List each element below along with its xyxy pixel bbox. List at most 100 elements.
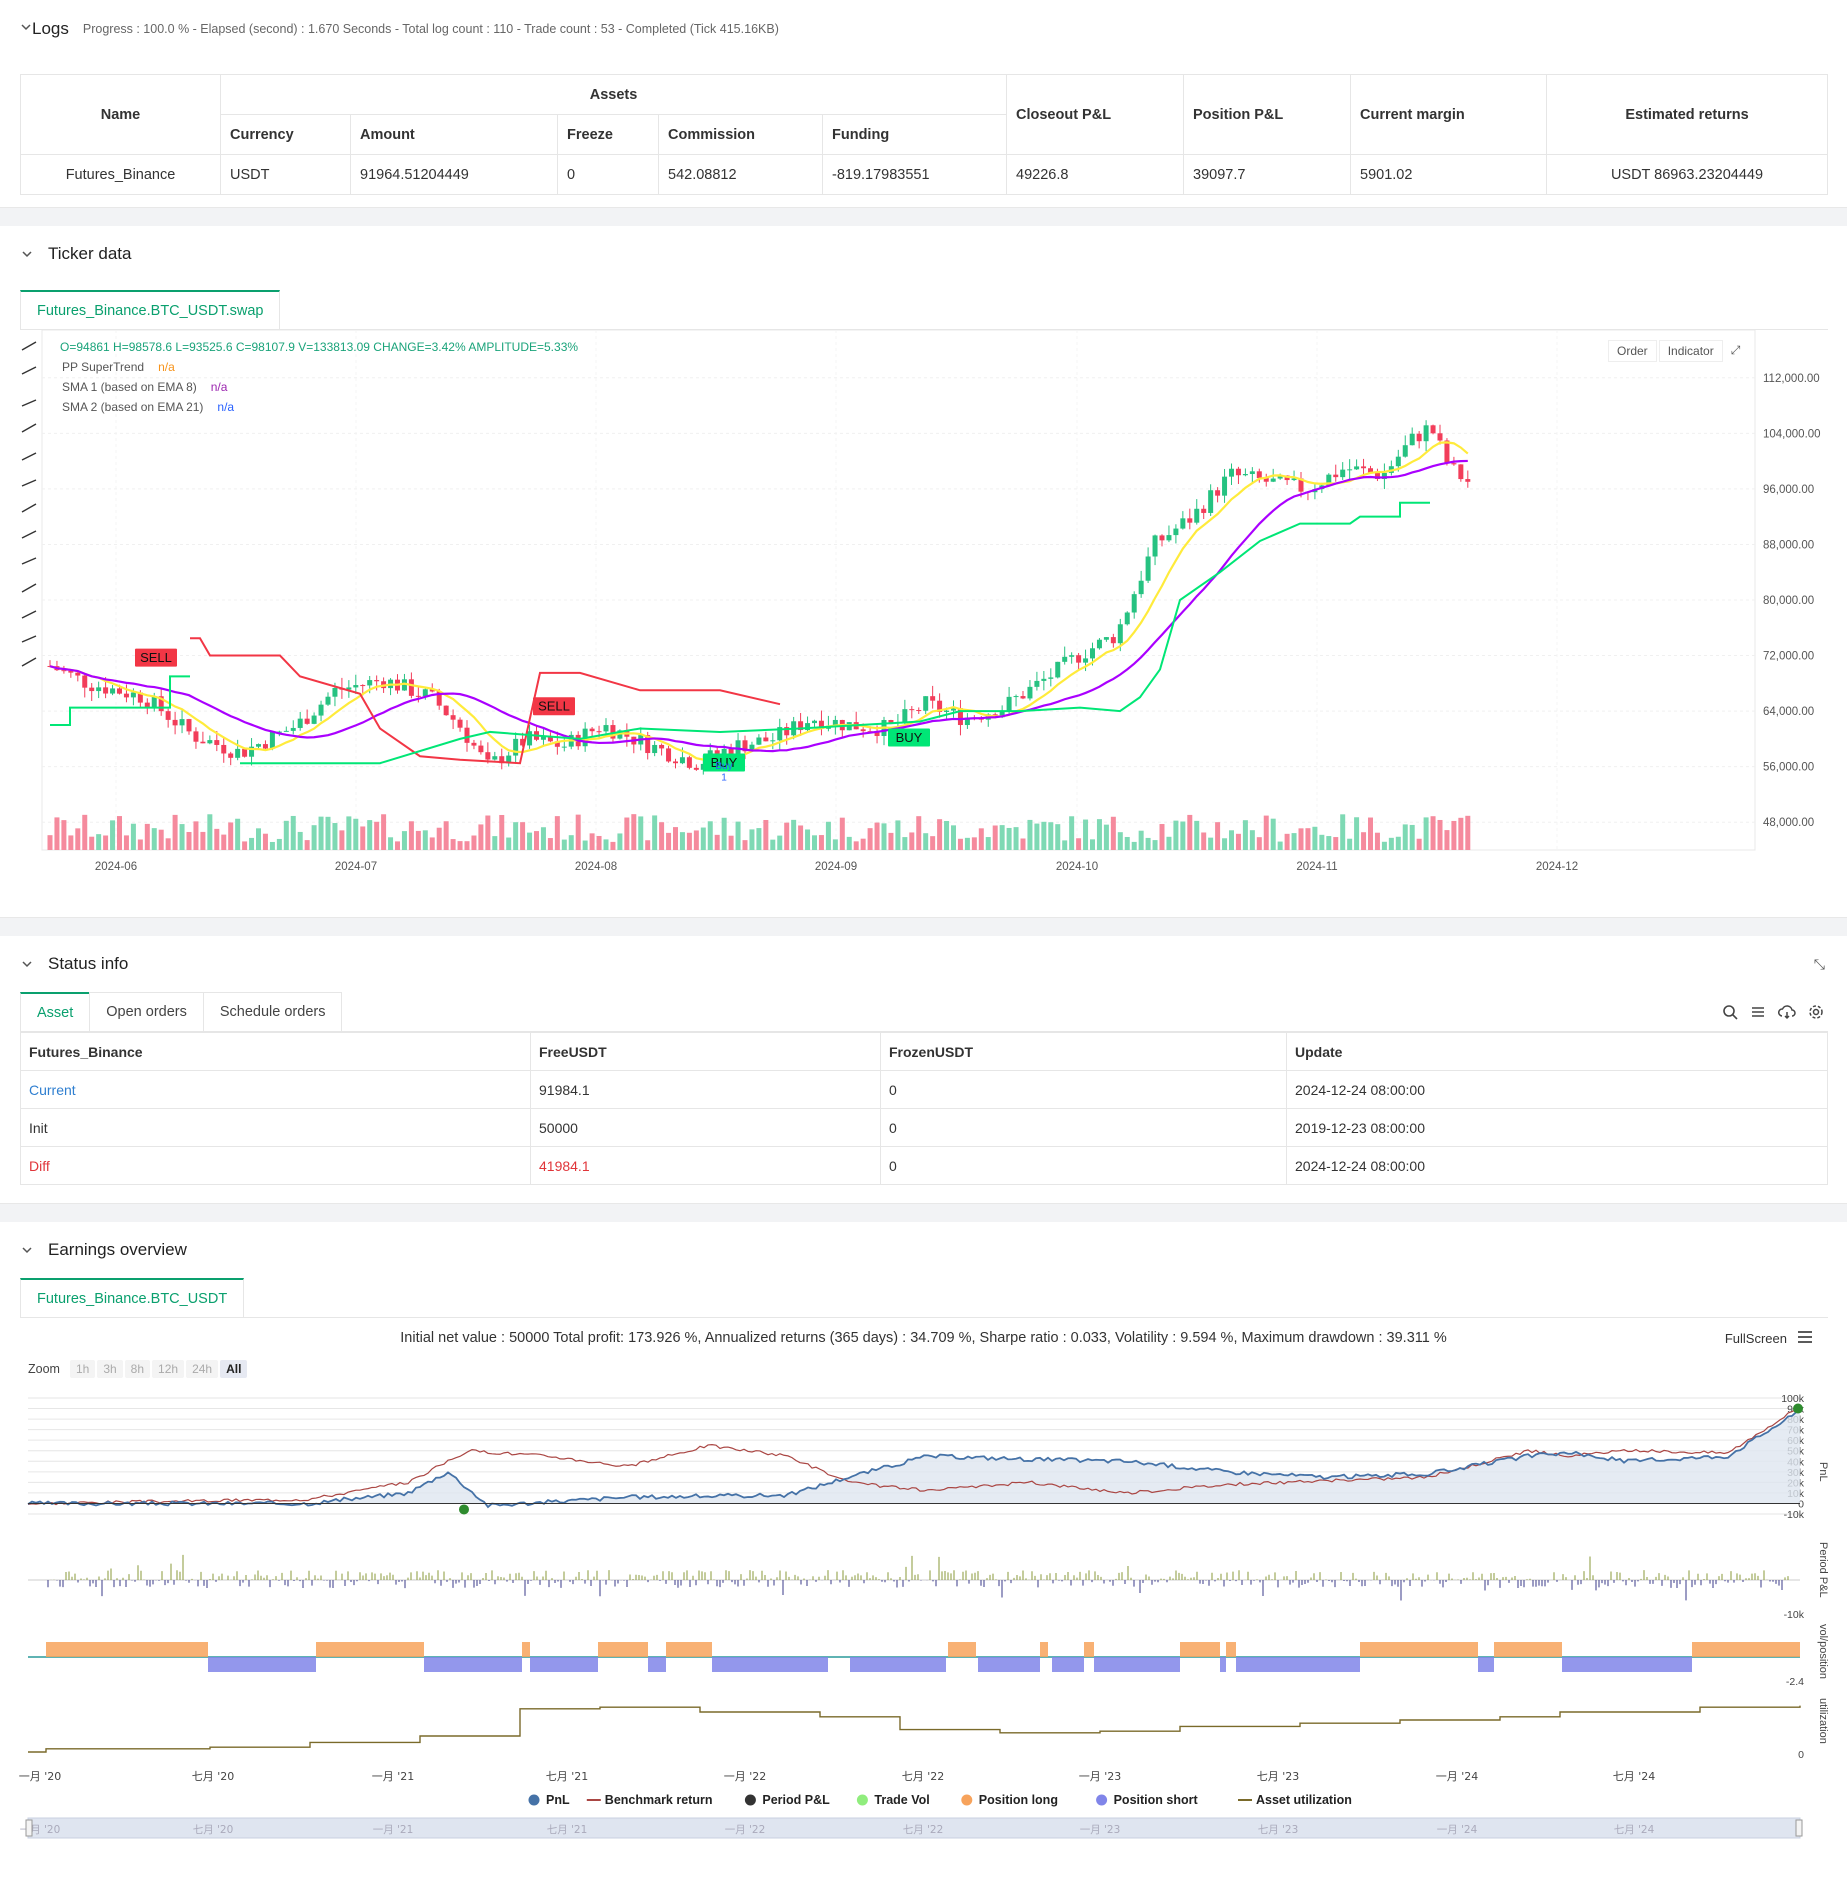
volume-bar xyxy=(1256,837,1262,850)
tab-ticker-symbol[interactable]: Futures_Binance.BTC_USDT.swap xyxy=(20,290,281,329)
row-label-current[interactable]: Current xyxy=(20,1070,531,1109)
candle-body xyxy=(1229,468,1234,477)
panel-label: Period P&L xyxy=(1817,1542,1829,1598)
candle-body xyxy=(603,725,609,732)
volume-bar xyxy=(1069,816,1075,850)
candle-body xyxy=(1326,474,1332,486)
volume-bar xyxy=(297,831,303,850)
zoom-3h[interactable]: 3h xyxy=(97,1360,123,1378)
chevron-down-icon[interactable] xyxy=(20,1243,34,1257)
candle-body xyxy=(123,693,129,698)
chevron-down-icon[interactable] xyxy=(20,247,34,261)
candle-body xyxy=(1117,624,1123,644)
cell-amount: 91964.51204449 xyxy=(350,154,558,195)
candle-body xyxy=(193,731,199,742)
volume-bar xyxy=(1096,819,1102,850)
candle-body xyxy=(1006,696,1012,711)
expand-icon[interactable]: ⤢ xyxy=(1730,343,1741,357)
volume-bar xyxy=(276,838,282,850)
volume-bar xyxy=(805,829,811,850)
volume-bar xyxy=(96,834,102,850)
col-assets: Assets xyxy=(220,74,1007,115)
tab-open-orders[interactable]: Open orders xyxy=(89,992,204,1031)
candle-body xyxy=(1013,696,1019,698)
ticker-chart-area[interactable]: 112,000.00 104,000.00 96,000.00 88,000.00 80… xyxy=(20,329,1828,910)
indicator-button[interactable]: Indicator xyxy=(1658,340,1723,362)
volume-bar xyxy=(798,825,804,850)
ticker-header[interactable]: Ticker data xyxy=(0,226,1847,282)
volume-bar xyxy=(401,831,407,850)
menu-icon[interactable] xyxy=(1750,1004,1766,1020)
x-tick-label: 一月 '23 xyxy=(1079,1770,1122,1783)
tab-schedule-orders[interactable]: Schedule orders xyxy=(202,992,343,1031)
zoom-1h[interactable]: 1h xyxy=(69,1360,96,1378)
zoom-8h[interactable]: 8h xyxy=(124,1360,151,1378)
cell-funding: -819.17983551 xyxy=(822,154,1007,195)
fullscreen-button[interactable]: FullScreen xyxy=(1724,1331,1787,1346)
status-header[interactable]: Status info ⤡ xyxy=(0,936,1847,992)
candle-body xyxy=(269,731,275,749)
candle-body xyxy=(944,710,950,712)
fullscreen-control[interactable]: FullScreen xyxy=(1725,1330,1813,1347)
candle-body xyxy=(721,748,727,755)
tab-asset[interactable]: Asset xyxy=(20,992,91,1031)
candle-body xyxy=(527,731,533,746)
zoom-24h[interactable]: 24h xyxy=(186,1360,219,1378)
tab-earnings-symbol[interactable]: Futures_Binance.BTC_USDT xyxy=(20,1278,245,1317)
zoom-all[interactable]: All xyxy=(220,1360,248,1378)
volume-bar xyxy=(256,828,261,850)
gear-icon[interactable] xyxy=(1808,1004,1824,1020)
volume-bar xyxy=(839,817,845,850)
volume-bar xyxy=(207,814,213,850)
chevron-down-icon[interactable] xyxy=(20,20,32,38)
volume-bar xyxy=(1180,821,1186,850)
col-funding: Funding xyxy=(822,114,1007,155)
candle-body xyxy=(770,740,776,742)
candle-body xyxy=(1298,478,1304,492)
volume-bar xyxy=(652,815,658,850)
volume-bar xyxy=(596,835,602,850)
y-tick-label: 48,000.00 xyxy=(1763,817,1814,829)
cloud-download-icon[interactable] xyxy=(1778,1004,1796,1020)
collapse-icon[interactable]: ⤡ xyxy=(1813,956,1825,972)
volume-bar xyxy=(1242,820,1248,850)
candle-body xyxy=(408,679,414,696)
volume-bar xyxy=(686,832,692,850)
volume-bar xyxy=(951,825,956,850)
zoom-12h[interactable]: 12h xyxy=(152,1360,185,1378)
order-button[interactable]: Order xyxy=(1608,340,1657,362)
candle-body xyxy=(110,688,116,694)
candle-body xyxy=(1409,433,1415,446)
sma2-line xyxy=(49,459,1468,753)
volume-bar xyxy=(1451,820,1457,850)
volume-bar xyxy=(304,840,310,850)
drawing-tool-icon xyxy=(21,479,37,487)
volume-bar xyxy=(137,839,143,850)
y-tick-label: 80,000.00 xyxy=(1763,595,1814,607)
x-tick-label: 2024-10 xyxy=(1056,861,1098,873)
candle-body xyxy=(930,696,936,701)
supertrend-up-line xyxy=(50,675,190,726)
earnings-header[interactable]: Earnings overview xyxy=(0,1222,1847,1278)
position-short-bar xyxy=(1478,1657,1494,1672)
volume-bar xyxy=(575,814,581,850)
volume-bar xyxy=(1270,818,1276,850)
chevron-down-icon[interactable] xyxy=(20,957,34,971)
search-icon[interactable] xyxy=(1722,1004,1738,1020)
candle-body xyxy=(1381,472,1387,480)
candle-body xyxy=(242,748,248,757)
hamburger-icon[interactable] xyxy=(1797,1330,1813,1347)
earnings-chart[interactable]: 100k90k80k70k60k50k40k30k20k10k0-10kPnL-… xyxy=(0,1392,1847,1852)
candlestick-chart[interactable]: 112,000.00 104,000.00 96,000.00 88,000.00 80… xyxy=(20,329,1828,910)
volume-bar xyxy=(1229,830,1234,850)
volume-bar xyxy=(742,840,748,850)
volume-bar xyxy=(770,839,776,850)
volume-bar xyxy=(728,835,734,850)
candle-body xyxy=(1235,468,1241,476)
cell-update: 2024-12-24 08:00:00 xyxy=(1286,1146,1828,1185)
position-long-bar xyxy=(316,1642,424,1657)
volume-bar xyxy=(311,825,317,850)
volume-bar xyxy=(144,823,150,850)
buy-note-count: 1 xyxy=(721,773,727,784)
logs-header[interactable]: Logs Progress : 100.0 % - Elapsed (secon… xyxy=(0,0,1847,58)
